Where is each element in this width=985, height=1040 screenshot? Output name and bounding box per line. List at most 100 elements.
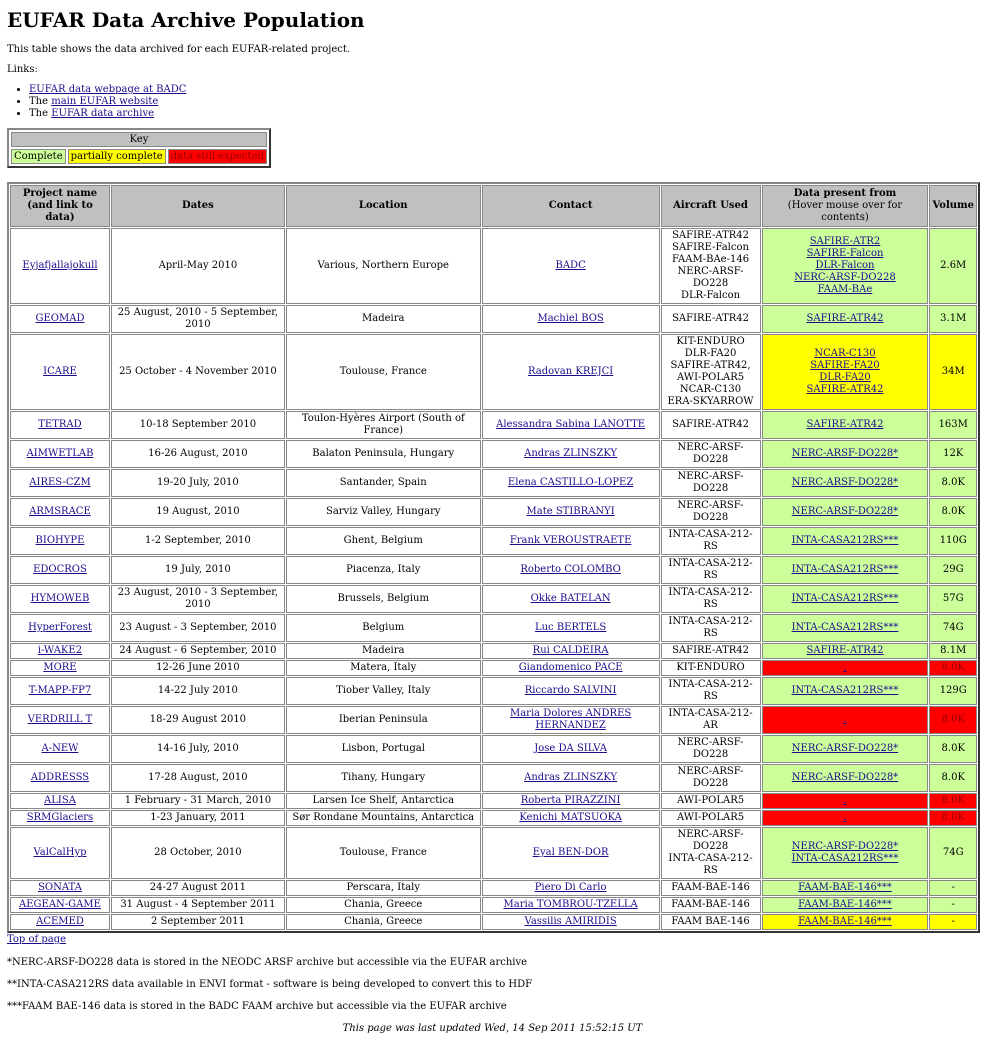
contact-link[interactable]: Riccardo SALVINI bbox=[524, 685, 617, 696]
data-link[interactable]: DLR-Falcon bbox=[815, 260, 875, 271]
project-link[interactable]: GEOMAD bbox=[35, 313, 85, 324]
contact-link[interactable]: Andras ZLINSZKY bbox=[524, 772, 618, 783]
aircraft-text: INTA-CASA-212-RS bbox=[668, 679, 753, 702]
data-link[interactable]: SAFIRE-ATR42 bbox=[806, 384, 884, 395]
data-link[interactable]: NERC-ARSF-DO228* bbox=[791, 772, 899, 783]
project-link[interactable]: ACEMED bbox=[36, 916, 84, 927]
data-link[interactable]: INTA-CASA212RS*** bbox=[791, 564, 899, 575]
data-link[interactable]: SAFIRE-ATR42 bbox=[806, 645, 884, 656]
contact-link[interactable]: Frank VEROUSTRAETE bbox=[509, 535, 632, 546]
dates-cell: 14-16 July, 2010 bbox=[110, 735, 285, 763]
data-link[interactable]: . bbox=[843, 812, 847, 823]
contact-link[interactable]: Elena CASTILLO-LOPEZ bbox=[507, 477, 634, 488]
data-link[interactable]: DLR-FA20 bbox=[819, 372, 871, 383]
project-link[interactable]: ValCalHyp bbox=[33, 847, 87, 858]
data-link[interactable]: NERC-ARSF-DO228* bbox=[791, 477, 899, 488]
contact-link[interactable]: Luc BERTELS bbox=[534, 622, 607, 633]
table-row: ACEMED 2 September 2011 Chania, Greece Vass… bbox=[10, 914, 977, 930]
contact-link[interactable]: Rui CALDEIRA bbox=[532, 645, 609, 656]
project-link[interactable]: ADDRESSS bbox=[30, 772, 90, 783]
contact-link[interactable]: Alessandra Sabina LANOTTE bbox=[496, 419, 646, 430]
project-link[interactable]: SONATA bbox=[38, 882, 82, 893]
contact-link[interactable]: Kenichi MATSUOKA bbox=[519, 812, 622, 823]
contact-link[interactable]: Mate STIBRANYI bbox=[526, 506, 615, 517]
contact-link[interactable]: Maria Dolores ANDRES HERNANDEZ bbox=[509, 708, 632, 731]
data-link[interactable]: . bbox=[843, 662, 847, 673]
project-link[interactable]: HYMOWEB bbox=[30, 593, 90, 604]
table-row: GEOMAD 25 August, 2010 - 5 September, 201… bbox=[10, 305, 977, 333]
contact-link[interactable]: Andras ZLINSZKY bbox=[524, 448, 618, 459]
project-link[interactable]: ALISA bbox=[44, 795, 76, 806]
volume-text: - bbox=[951, 916, 955, 927]
project-link[interactable]: BIOHYPE bbox=[35, 535, 85, 546]
project-link[interactable]: AIRES-CZM bbox=[29, 477, 91, 488]
project-link[interactable]: TETRAD bbox=[38, 419, 82, 430]
contact-cell: Eyal BEN-DOR bbox=[481, 827, 660, 879]
volume-text: 8.0K bbox=[941, 477, 965, 488]
project-link[interactable]: i-WAKE2 bbox=[37, 645, 83, 656]
contact-link[interactable]: Maria TOMBROU-TZELLA bbox=[503, 899, 638, 910]
project-link[interactable]: A-NEW bbox=[41, 743, 79, 754]
dates-text: 14-22 July 2010 bbox=[157, 685, 238, 696]
data-link[interactable]: SAFIRE-ATR42 bbox=[806, 419, 884, 430]
data-link[interactable]: SAFIRE-ATR2 bbox=[809, 236, 881, 247]
volume-text: 110G bbox=[939, 535, 967, 546]
data-link[interactable]: FAAM-BAe bbox=[817, 284, 873, 295]
project-link[interactable]: SRMGlaciers bbox=[26, 812, 94, 823]
contact-link[interactable]: Jose DA SILVA bbox=[534, 743, 607, 754]
location-text: Perscara, Italy bbox=[346, 882, 421, 893]
data-archive-link[interactable]: EUFAR data archive bbox=[51, 108, 155, 119]
contact-link[interactable]: Okke BATELAN bbox=[530, 593, 611, 604]
volume-cell: 8.0K bbox=[929, 810, 977, 826]
data-link[interactable]: INTA-CASA212RS*** bbox=[791, 853, 899, 864]
last-updated: This page was last updated Wed, 14 Sep 2… bbox=[342, 1023, 643, 1034]
data-link[interactable]: NERC-ARSF-DO228 bbox=[794, 272, 896, 283]
project-link[interactable]: HyperForest bbox=[28, 622, 92, 633]
project-link[interactable]: Eyjafjallajokull bbox=[22, 260, 98, 271]
data-link[interactable]: NCAR-C130 bbox=[814, 348, 876, 359]
top-of-page-link[interactable]: Top of page bbox=[7, 934, 67, 945]
project-link[interactable]: AIMWETLAB bbox=[26, 448, 94, 459]
project-link[interactable]: MORE bbox=[43, 662, 77, 673]
project-link[interactable]: EDOCROS bbox=[33, 564, 87, 575]
contact-link[interactable]: BADC bbox=[555, 260, 586, 271]
data-link[interactable]: NERC-ARSF-DO228* bbox=[791, 743, 899, 754]
data-link[interactable]: SAFIRE-Falcon bbox=[806, 248, 884, 259]
data-link[interactable]: SAFIRE-ATR42 bbox=[806, 313, 884, 324]
contact-link[interactable]: Roberto COLOMBO bbox=[520, 564, 621, 575]
badc-webpage-link[interactable]: EUFAR data webpage at BADC bbox=[29, 84, 187, 95]
contact-link[interactable]: Eyal BEN-DOR bbox=[532, 847, 609, 858]
project-link[interactable]: T-MAPP-FP7 bbox=[28, 685, 92, 696]
data-link[interactable]: INTA-CASA212RS*** bbox=[791, 622, 899, 633]
contact-link[interactable]: Piero Di Carlo bbox=[534, 882, 607, 893]
data-link[interactable]: FAAM-BAE-146*** bbox=[798, 899, 892, 910]
project-link[interactable]: ARMSRACE bbox=[29, 506, 91, 517]
project-cell: ICARE bbox=[10, 334, 110, 410]
contact-link[interactable]: Machiel BOS bbox=[537, 313, 604, 324]
table-row: VERDRILL T 18-29 August 2010 Iberian Penin… bbox=[10, 706, 977, 734]
data-link[interactable]: NERC-ARSF-DO228* bbox=[791, 448, 899, 459]
project-link[interactable]: VERDRILL T bbox=[27, 714, 93, 725]
table-row: T-MAPP-FP7 14-22 July 2010 Tiober Valley, … bbox=[10, 677, 977, 705]
data-link[interactable]: FAAM-BAE-146*** bbox=[798, 882, 892, 893]
volume-cell: 110G bbox=[929, 527, 977, 555]
data-link[interactable]: INTA-CASA212RS*** bbox=[791, 685, 899, 696]
data-link[interactable]: . bbox=[843, 795, 847, 806]
data-link[interactable]: NERC-ARSF-DO228* bbox=[791, 841, 899, 852]
aircraft-text: INTA-CASA-212-RS bbox=[668, 529, 753, 552]
main-website-link[interactable]: main EUFAR website bbox=[51, 96, 159, 107]
data-link[interactable]: INTA-CASA212RS*** bbox=[791, 593, 899, 604]
data-link[interactable]: INTA-CASA212RS*** bbox=[791, 535, 899, 546]
contact-link[interactable]: Vassilis AMIRIDIS bbox=[524, 916, 617, 927]
table-row: AIMWETLAB 16-26 August, 2010 Balaton Penin… bbox=[10, 440, 977, 468]
project-link[interactable]: ICARE bbox=[43, 366, 77, 377]
data-link[interactable]: FAAM-BAE-146*** bbox=[798, 916, 892, 927]
contact-link[interactable]: Radovan KREJCI bbox=[527, 366, 614, 377]
contact-link[interactable]: Giandomenico PACE bbox=[518, 662, 623, 673]
contact-link[interactable]: Roberta PIRAZZINI bbox=[520, 795, 621, 806]
volume-cell: 74G bbox=[929, 614, 977, 642]
data-link[interactable]: . bbox=[843, 714, 847, 725]
project-link[interactable]: AEGEAN-GAME bbox=[19, 899, 101, 910]
data-link[interactable]: NERC-ARSF-DO228* bbox=[791, 506, 899, 517]
data-link[interactable]: SAFIRE-FA20 bbox=[810, 360, 880, 371]
